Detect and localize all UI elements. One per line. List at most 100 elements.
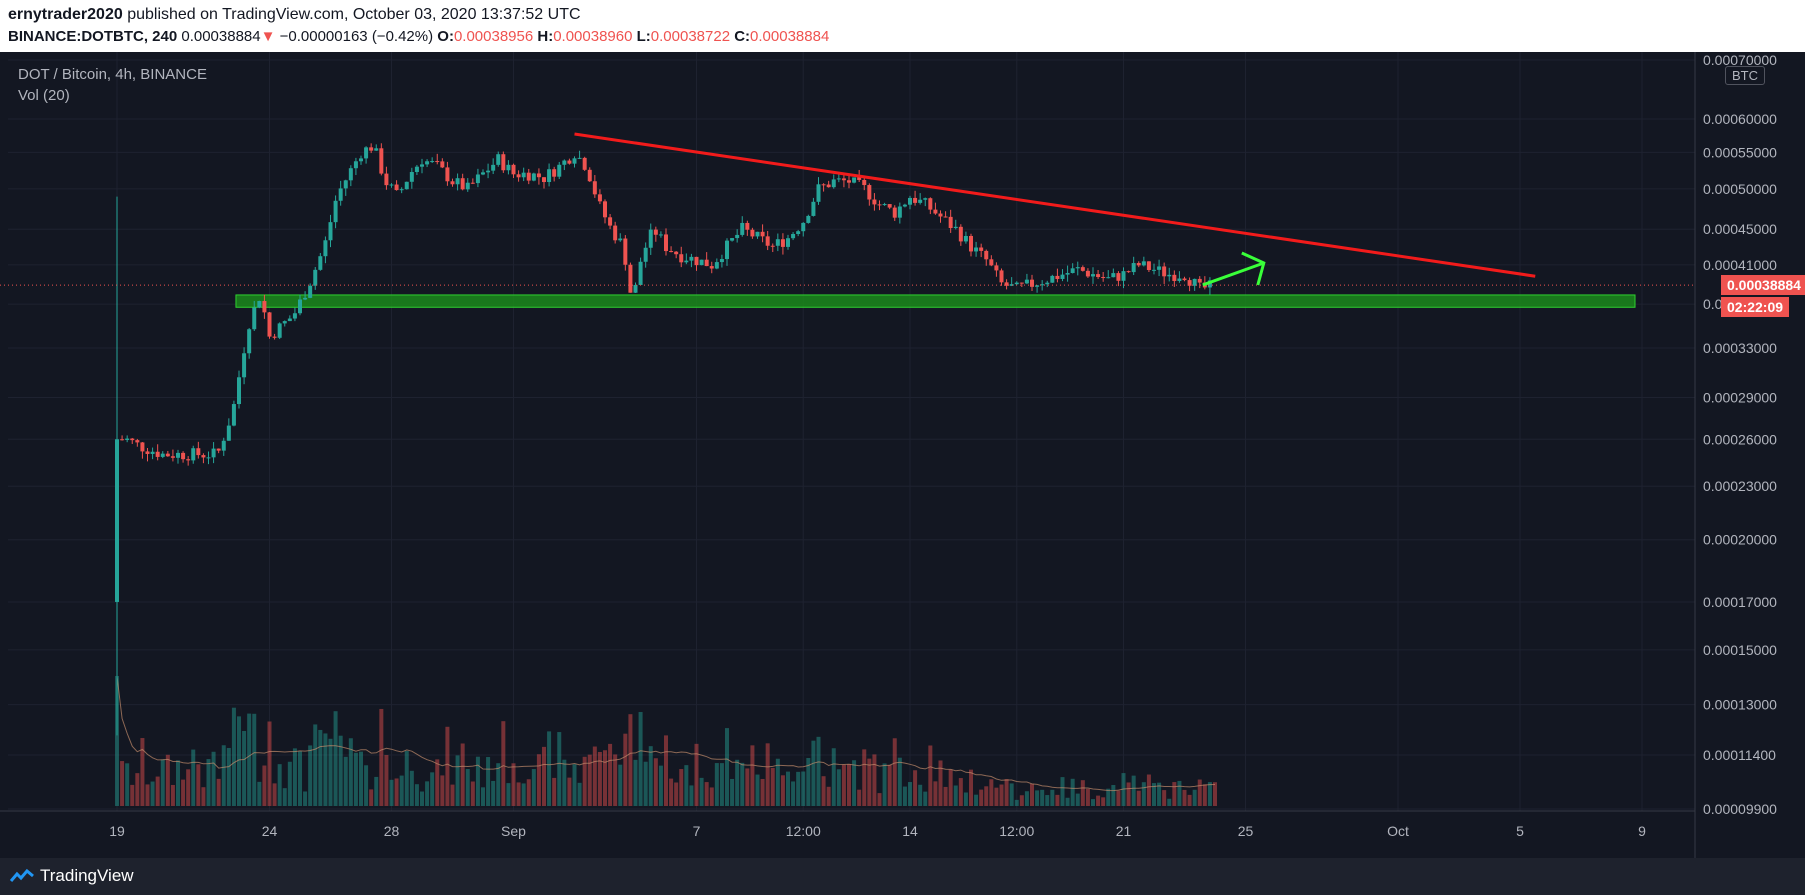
price-chart[interactable]: 0.00070000 0.00060000 0.00055000 0.00050000…	[0, 52, 1805, 858]
y-axis[interactable]: 0.00070000 0.00060000 0.00055000 0.00050000…	[1703, 52, 1777, 817]
candle-body	[730, 238, 735, 241]
arrow-head	[1241, 251, 1266, 286]
candle-body	[1111, 273, 1116, 278]
candle-body	[155, 451, 160, 457]
candle-body	[638, 261, 643, 285]
candle-body	[369, 147, 374, 151]
volume-bar	[242, 730, 247, 806]
candle-body	[643, 247, 648, 262]
volume-bar	[1192, 789, 1197, 806]
candle-body	[292, 313, 297, 319]
volume-bar	[409, 770, 414, 806]
candle-body	[262, 301, 267, 313]
candle-body	[536, 173, 541, 178]
candle-body	[674, 251, 679, 255]
volume-bar	[679, 769, 684, 806]
last-price-tag: 0.00038884	[1721, 275, 1805, 296]
volume-bar	[176, 760, 180, 806]
volume-bar	[923, 791, 928, 806]
volume-bar	[928, 745, 933, 806]
legend-title[interactable]: DOT / Bitcoin, 4h, BINANCE	[18, 66, 207, 83]
volume-bar	[257, 781, 262, 806]
candle-body	[648, 229, 653, 248]
x-tick-label: 28	[384, 823, 400, 839]
candle-body	[1172, 274, 1177, 281]
volume-bar	[862, 749, 867, 806]
volume-bar	[303, 791, 308, 806]
author-name[interactable]: ernytrader2020	[8, 6, 123, 23]
candle-body	[694, 256, 699, 266]
volume-bar	[643, 761, 648, 806]
candle-body	[852, 177, 857, 183]
candle-body	[658, 234, 663, 236]
green-arrow-drawing[interactable]	[1202, 251, 1266, 287]
candle-body	[740, 222, 745, 235]
volume-bar	[216, 778, 221, 806]
volume-bar	[226, 747, 231, 806]
candle-body	[1157, 266, 1162, 270]
candle-body	[923, 198, 928, 200]
volume-bar	[775, 758, 780, 806]
volume-bar	[1009, 783, 1014, 806]
volume-moving-average	[116, 675, 1216, 792]
candle-body	[547, 169, 552, 183]
volume-bar	[450, 784, 455, 806]
candle-body	[1136, 263, 1141, 266]
candle-body	[552, 169, 557, 177]
y-tick-label: 0.00045000	[1703, 221, 1777, 237]
candle-body	[1197, 278, 1202, 283]
volume-bar	[364, 765, 369, 806]
publish-line: ernytrader2020 published on TradingView.…	[8, 6, 581, 24]
candle-body	[404, 181, 409, 190]
volume-bar	[653, 758, 658, 806]
candle-body	[562, 160, 567, 165]
trendline[interactable]	[574, 132, 1536, 278]
volume-bar	[806, 757, 811, 806]
candle-body	[755, 231, 760, 237]
legend-volume[interactable]: Vol (20)	[18, 87, 70, 104]
candle-body	[486, 170, 491, 173]
low-label: L:	[636, 28, 651, 45]
candle-body	[882, 204, 887, 206]
candle-body	[608, 217, 613, 226]
currency-badge[interactable]: BTC	[1725, 66, 1765, 85]
candle-body	[664, 234, 668, 252]
candle-body	[948, 216, 953, 229]
volume-bar	[694, 743, 699, 806]
candle-body	[963, 235, 968, 242]
y-tick-label: 0.00020000	[1703, 532, 1777, 548]
candle-body	[1050, 275, 1055, 283]
candle-body	[353, 161, 358, 169]
candle-body	[597, 194, 602, 202]
candle-body	[465, 182, 470, 190]
candle-body	[836, 178, 841, 180]
candle-body	[257, 301, 262, 308]
volume-bar	[374, 776, 379, 806]
tradingview-brand[interactable]: TradingView	[10, 866, 134, 886]
volume-bar	[181, 779, 186, 806]
volume-bar	[958, 778, 963, 806]
candle-body	[399, 189, 404, 191]
candle-body	[414, 166, 419, 173]
volume-bar	[531, 769, 536, 806]
volume-bar	[587, 754, 592, 806]
volume-bar	[379, 708, 384, 806]
volume-bar	[618, 764, 623, 806]
x-axis[interactable]: 19 24 28 Sep 7 12:00 14 12:00 21 25 Oct 5 9	[109, 823, 1646, 839]
volume-bar	[1121, 773, 1126, 806]
volume-bar	[277, 764, 282, 806]
candle-body	[867, 185, 872, 200]
volume-bar	[984, 786, 989, 806]
support-zone[interactable]	[235, 294, 1636, 308]
y-tick-label: 0.00033000	[1703, 340, 1777, 356]
volume-bar	[440, 775, 445, 806]
candle-body	[318, 256, 323, 270]
volume-bar	[272, 783, 277, 806]
volume-bar	[1055, 794, 1060, 806]
candle-body	[1131, 263, 1136, 273]
candle-body	[181, 452, 186, 460]
volume-bar	[435, 759, 440, 806]
candle-body	[1146, 261, 1151, 271]
x-tick-label: 12:00	[786, 823, 821, 839]
volume-bar	[1106, 788, 1111, 806]
